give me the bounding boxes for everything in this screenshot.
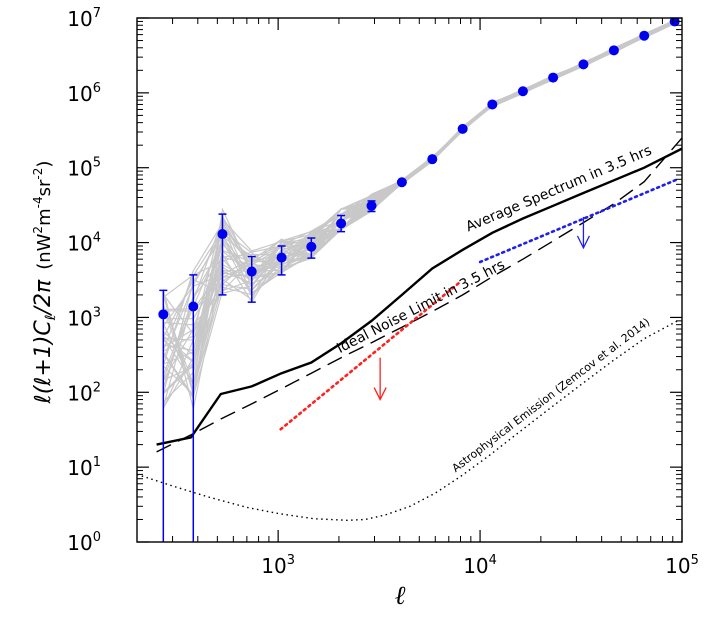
data-point — [306, 241, 317, 252]
lines-layer — [137, 137, 682, 522]
data-point — [217, 229, 228, 240]
realization-line — [162, 21, 675, 385]
realization-line — [162, 18, 675, 395]
realization-line — [162, 20, 675, 392]
average-spectrum-line — [156, 147, 682, 446]
data-point — [188, 301, 199, 312]
astrophysical-emission-label: Astrophysical Emission (Zemcov et al. 20… — [450, 315, 653, 474]
y-tick-label: 105 — [67, 156, 101, 181]
y-label-units-close: ) — [34, 161, 55, 168]
y-label-subscript: ℓ — [43, 314, 59, 321]
data-point — [608, 45, 619, 56]
realization-line — [162, 20, 675, 397]
data-point — [366, 200, 377, 211]
y-label-units-sup1: 2 — [31, 226, 45, 234]
y-tick-label: 103 — [67, 305, 101, 330]
x-tick-label: 104 — [463, 553, 497, 578]
realization-line — [162, 18, 675, 376]
realization-line — [163, 22, 675, 341]
data-point — [336, 218, 347, 229]
realization-line — [162, 23, 675, 381]
x-tick-label: 103 — [261, 553, 295, 578]
realization-line — [162, 21, 675, 351]
y-label-units-mid: m — [34, 208, 55, 226]
realization-line — [163, 18, 675, 381]
data-point — [158, 309, 169, 320]
data-point — [669, 18, 680, 27]
y-label-units-sup2: -4 — [31, 196, 45, 208]
y-axis-label: ℓ(ℓ+1)Cℓ/2π (nW2m-4sr-2) — [31, 161, 59, 405]
plot-frame — [136, 17, 683, 543]
y-label-frac: /2π — [31, 279, 56, 316]
ticks-layer: 100 101 102 103 104 105 106 107 103 104 105 — [67, 6, 699, 578]
limit-arrow-head — [576, 235, 591, 250]
y-tick-label: 106 — [67, 81, 101, 106]
y-label-units-sup3: -2 — [31, 168, 45, 180]
data-point — [487, 99, 498, 110]
data-point — [517, 86, 528, 97]
realization-line — [162, 18, 675, 393]
red-limit-line — [279, 280, 462, 431]
data-point — [246, 266, 257, 277]
x-tick-label: 105 — [665, 553, 699, 578]
limit-arrow-head — [373, 387, 387, 401]
data-point — [457, 123, 468, 134]
y-tick-label: 102 — [67, 380, 101, 405]
data-point — [396, 177, 407, 188]
y-label-units-mid2: sr — [34, 179, 55, 196]
astrophysical-emission-line — [137, 320, 678, 522]
realization-line — [162, 19, 675, 394]
x-axis-label: ℓ — [395, 581, 406, 611]
data-point — [276, 252, 287, 263]
realization-line — [162, 22, 675, 400]
points-layer — [158, 18, 680, 542]
data-point — [639, 30, 650, 41]
data-point — [548, 72, 559, 83]
realization-line — [162, 18, 675, 388]
blue-limit-line — [478, 178, 679, 264]
realization-line — [162, 22, 675, 398]
realizations-layer — [162, 18, 675, 410]
realization-line — [162, 22, 675, 396]
data-point — [578, 59, 589, 70]
data-point — [427, 154, 438, 165]
noise-limit-line — [156, 137, 682, 453]
realization-line — [162, 23, 675, 379]
y-tick-label: 104 — [67, 231, 101, 256]
y-label-units-open: (nW — [34, 233, 55, 269]
realization-line — [162, 21, 675, 387]
y-tick-label: 100 — [67, 530, 101, 555]
y-tick-label: 107 — [67, 6, 101, 31]
realization-line — [162, 20, 675, 386]
average-spectrum-label: Average Spectrum in 3.5 hrs — [464, 143, 655, 236]
noise-limit-label: Ideal Noise Limit in 3.5 hrs — [334, 257, 507, 357]
realization-line — [162, 19, 675, 403]
y-tick-label: 101 — [67, 455, 101, 480]
y-label-prefix: ℓ(ℓ+1)C — [31, 320, 56, 405]
